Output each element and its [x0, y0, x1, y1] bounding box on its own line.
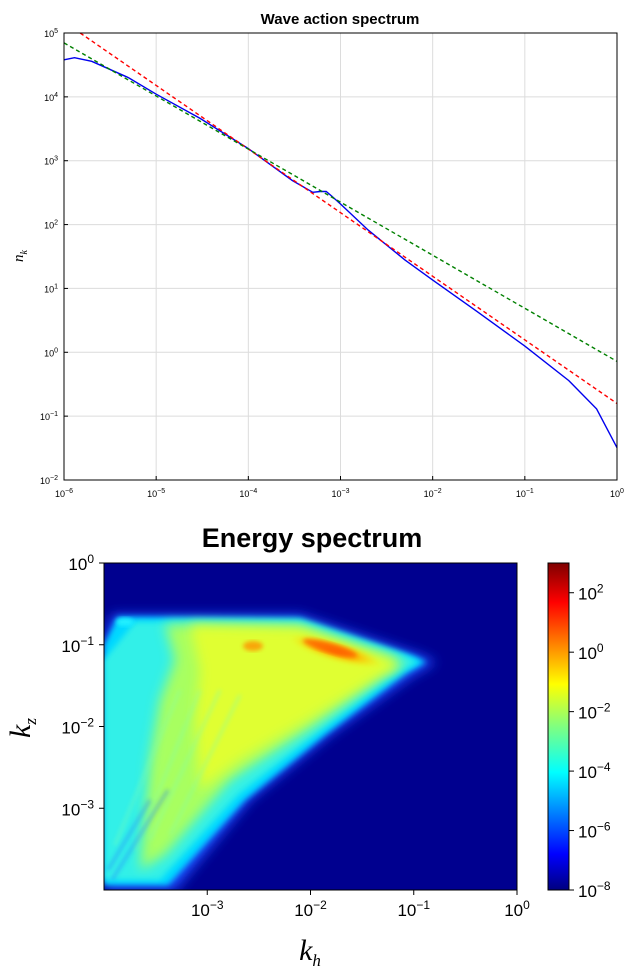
c2-ytick-label: 100 — [68, 552, 94, 574]
c1-ytick-label: 105 — [44, 28, 58, 39]
c2-xlabel: kh — [299, 934, 321, 969]
c2-xtick-label: 100 — [504, 898, 530, 920]
cbar-tick-label: 10−6 — [578, 820, 611, 842]
c2-xtick-label: 10−3 — [191, 898, 224, 920]
cbar-tick-label: 100 — [578, 641, 604, 663]
c1-ytick-label: 101 — [44, 283, 58, 294]
c2-xtick-label: 10−1 — [397, 898, 430, 920]
c2-title: Energy spectrum — [202, 523, 423, 553]
c1-xtick-label: 10−6 — [55, 488, 73, 499]
c1-xtick-label: 10−2 — [424, 488, 442, 499]
c1-xtick-label: 10−5 — [147, 488, 165, 499]
svg-text:kz: kz — [4, 718, 40, 738]
c1-ytick-label: 103 — [44, 156, 58, 167]
c2-ytick-label: 10−1 — [61, 634, 94, 656]
heatmap — [104, 563, 517, 890]
c1-title: Wave action spectrum — [261, 11, 420, 28]
colorbar — [547, 562, 570, 891]
cbar-tick-label: 10−8 — [578, 879, 611, 901]
c1-xtick-label: 100 — [610, 488, 624, 499]
c1-xtick-label: 10−1 — [516, 488, 534, 499]
c1-series-red-dashed — [79, 32, 618, 405]
c1-series-blue — [63, 56, 618, 449]
c1-ylabel: nk — [11, 249, 30, 262]
cbar-tick-label: 10−4 — [578, 760, 611, 782]
c1-ytick-label: 102 — [44, 220, 58, 231]
c1-ytick-label: 104 — [44, 92, 58, 103]
c2-xtick-label: 10−2 — [294, 898, 327, 920]
c1-grid — [63, 32, 618, 481]
c1-ytick-label: 10−1 — [40, 411, 58, 422]
c1-xtick-label: 10−3 — [332, 488, 350, 499]
wave-action-chart: 10−6 10−5 10−4 10−3 10−2 10−1 100 10−2 10−1 100 10… — [40, 11, 624, 499]
c1-ytick-label: 10−2 — [40, 475, 58, 486]
cbar-tick-label: 10−2 — [578, 701, 611, 723]
cbar-tick-label: 102 — [578, 582, 604, 604]
c1-xtick-label: 10−4 — [239, 488, 257, 499]
c2-ytick-label: 10−3 — [61, 797, 94, 819]
c1-plot-border — [63, 32, 618, 481]
c1-ytick-label: 100 — [44, 347, 58, 358]
c2-ytick-label: 10−2 — [61, 716, 94, 738]
c2-ylabel: kz — [4, 718, 40, 738]
c1-series-green-dashed — [63, 42, 618, 363]
